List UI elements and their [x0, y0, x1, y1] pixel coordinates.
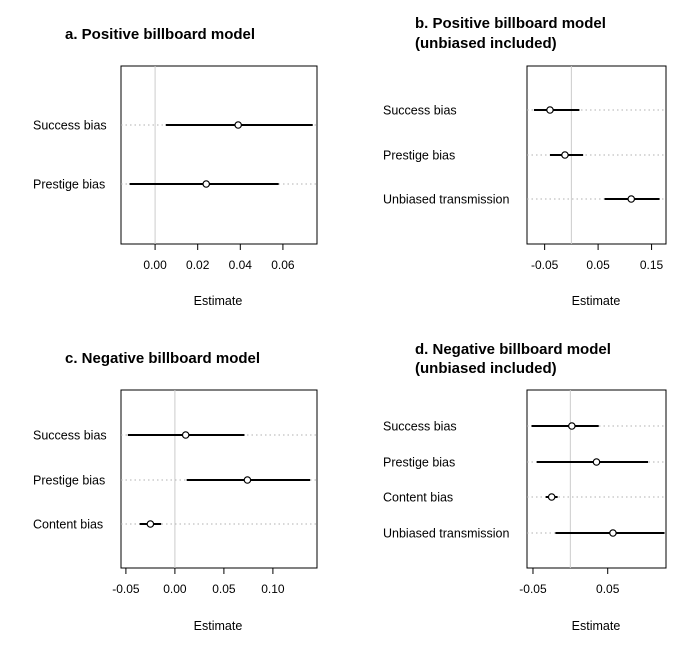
- panel-marks-1: Success bias Prestige bias Unbiased transm…: [383, 66, 666, 272]
- x-tick-label: 0.05: [586, 258, 610, 272]
- panel-marks-0: Success bias Prestige bias 0.00 0.02 0.04 0.0…: [33, 66, 317, 272]
- estimate-point: [609, 529, 617, 537]
- panel-b: b. Positive billboard model (unbiased in…: [415, 15, 667, 308]
- x-tick-label: -0.05: [531, 258, 559, 272]
- panel-title: b. Positive billboard model: [415, 15, 606, 32]
- estimate-point: [146, 520, 155, 528]
- x-tick-label: -0.05: [519, 582, 547, 596]
- panel-marks-2: Success bias Prestige bias Content bias -0.…: [33, 390, 317, 596]
- row-label: Prestige bias: [33, 474, 105, 488]
- x-tick-label: 0.05: [212, 582, 236, 596]
- estimate-point: [568, 422, 576, 430]
- x-axis-label: Estimate: [194, 619, 243, 633]
- row-label: Prestige bias: [383, 456, 455, 470]
- estimate-point: [234, 121, 242, 129]
- row-label: Success bias: [383, 420, 457, 434]
- x-axis-label: Estimate: [572, 619, 621, 633]
- estimate-point: [547, 493, 556, 501]
- x-tick-label: -0.05: [112, 582, 140, 596]
- plot-frame: [120, 389, 318, 569]
- panel-title: d. Negative billboard model: [415, 341, 611, 358]
- estimate-point: [202, 180, 211, 188]
- panel-subtitle: (unbiased included): [415, 360, 557, 377]
- panel-title: a. Positive billboard model: [65, 26, 255, 43]
- row-label: Success bias: [33, 119, 107, 133]
- row-label: Content bias: [383, 491, 453, 505]
- x-tick-label: 0.00: [143, 258, 167, 272]
- x-tick-label: 0.15: [640, 258, 664, 272]
- plot-frame: [120, 65, 318, 245]
- estimate-point: [627, 195, 636, 203]
- x-tick-label: 0.06: [271, 258, 295, 272]
- plot-frame: [526, 389, 667, 569]
- estimate-point: [181, 431, 190, 439]
- x-tick-label: 0.02: [186, 258, 210, 272]
- estimate-point: [561, 151, 569, 159]
- panel-marks-3: Success bias Prestige bias Content bias Unb…: [383, 390, 666, 596]
- row-label: Success bias: [33, 429, 107, 443]
- x-axis-label: Estimate: [572, 294, 621, 308]
- panel-subtitle: (unbiased included): [415, 35, 557, 52]
- x-tick-label: 0.10: [261, 582, 285, 596]
- row-label: Content bias: [33, 518, 103, 532]
- x-tick-label: 0.00: [163, 582, 187, 596]
- estimate-point: [592, 458, 601, 466]
- panel-a: a. Positive billboard model Estimate: [65, 26, 318, 308]
- x-axis-label: Estimate: [194, 294, 243, 308]
- estimate-point: [546, 106, 554, 114]
- row-label: Success bias: [383, 104, 457, 118]
- row-label: Unbiased transmission: [383, 527, 509, 541]
- panel-title: c. Negative billboard model: [65, 350, 260, 367]
- row-label: Unbiased transmission: [383, 193, 509, 207]
- row-label: Prestige bias: [33, 178, 105, 192]
- row-label: Prestige bias: [383, 149, 455, 163]
- panel-c: c. Negative billboard model Estimate: [65, 350, 318, 633]
- estimate-point: [243, 476, 252, 484]
- x-tick-label: 0.05: [596, 582, 620, 596]
- x-tick-label: 0.04: [229, 258, 253, 272]
- panel-d: d. Negative billboard model (unbiased in…: [415, 341, 667, 633]
